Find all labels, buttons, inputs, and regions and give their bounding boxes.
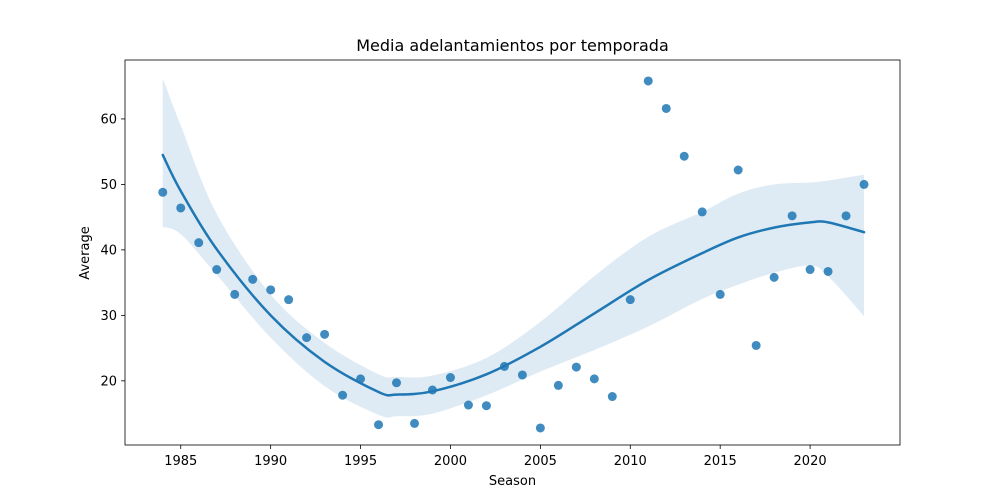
- x-tick-label: 2020: [794, 454, 827, 469]
- y-tick-label: 50: [100, 178, 117, 193]
- chart-title: Media adelantamientos por temporada: [356, 36, 669, 55]
- data-point: [607, 392, 617, 402]
- data-point: [679, 151, 689, 161]
- data-point: [212, 265, 222, 275]
- data-point: [589, 374, 599, 384]
- regression-line: [161, 153, 866, 397]
- data-point: [697, 207, 707, 217]
- y-tick-label: 60: [100, 112, 117, 127]
- data-point: [194, 238, 204, 248]
- y-axis-label: Average: [78, 226, 93, 279]
- data-point: [445, 373, 455, 383]
- x-axis: 1985 1990 1995 2000 2005 2010 2015 2020: [164, 445, 827, 469]
- data-point: [823, 266, 833, 276]
- data-point: [284, 295, 294, 305]
- data-point: [230, 289, 240, 299]
- data-point: [805, 265, 815, 275]
- x-tick-label: 1990: [254, 454, 287, 469]
- x-tick-label: 2010: [614, 454, 647, 469]
- x-axis-label: Season: [489, 474, 536, 489]
- data-point: [715, 289, 725, 299]
- data-point: [733, 165, 743, 175]
- data-point: [661, 103, 671, 113]
- x-tick-label: 2015: [704, 454, 737, 469]
- data-point: [787, 211, 797, 221]
- data-point: [751, 340, 761, 350]
- confidence-band: [162, 78, 865, 418]
- data-point: [625, 295, 635, 305]
- axes-frame: [124, 59, 901, 446]
- x-tick-label: 2005: [524, 454, 557, 469]
- data-point: [176, 203, 186, 213]
- y-tick-label: 20: [100, 374, 117, 389]
- data-point: [859, 179, 869, 189]
- y-tick-label: 40: [100, 243, 117, 258]
- data-point: [374, 420, 384, 430]
- data-point: [248, 274, 258, 284]
- x-tick-label: 2000: [434, 454, 467, 469]
- data-point: [553, 380, 563, 390]
- data-point: [266, 285, 276, 295]
- data-point: [481, 401, 491, 411]
- x-tick-label: 1985: [164, 454, 197, 469]
- data-point: [517, 370, 527, 380]
- data-point: [338, 390, 348, 400]
- data-point: [158, 187, 168, 197]
- y-tick-label: 30: [100, 309, 117, 324]
- plot-area: [158, 76, 869, 433]
- data-point: [463, 400, 473, 410]
- data-point: [392, 378, 402, 388]
- data-point: [643, 76, 653, 86]
- data-point: [769, 272, 779, 282]
- data-point: [410, 418, 419, 428]
- data-point: [571, 362, 581, 372]
- data-point: [320, 329, 330, 339]
- data-point: [535, 423, 545, 433]
- y-axis: 20 30 40 50 60: [100, 112, 125, 389]
- data-point: [302, 333, 312, 343]
- data-point: [841, 211, 851, 221]
- x-tick-label: 1995: [344, 454, 377, 469]
